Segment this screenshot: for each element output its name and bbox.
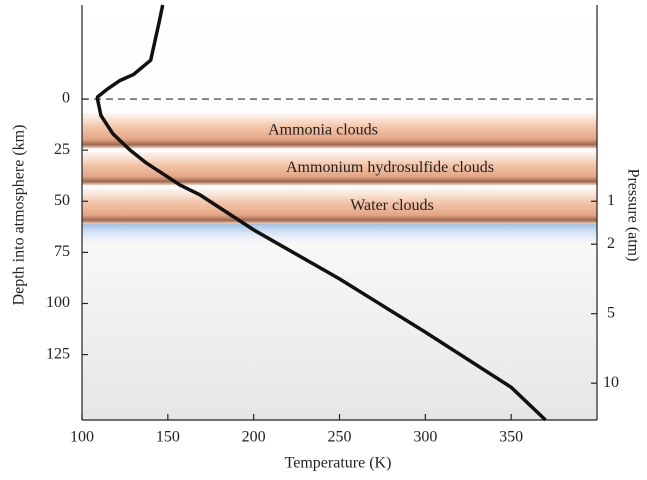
cloud-label: Ammonium hydrosulfide clouds (286, 159, 494, 176)
cloud-band (82, 188, 597, 224)
water-below (82, 223, 597, 246)
x-tick-label: 300 (413, 429, 437, 446)
x-tick-label: 100 (70, 429, 94, 446)
y-axis-label: Depth into atmosphere (km) (11, 125, 28, 306)
y2-axis-label: Pressure (atm) (624, 169, 641, 262)
cloud-band (82, 113, 597, 149)
y-tick-label: 25 (54, 141, 70, 158)
y2-tick-label: 10 (603, 374, 619, 391)
y-tick-label: 75 (54, 243, 70, 260)
x-tick-label: 150 (156, 429, 180, 446)
cloud-label: Water clouds (350, 197, 434, 214)
x-tick-label: 350 (499, 429, 523, 446)
y-tick-label: 125 (46, 345, 70, 362)
y2-tick-label: 2 (607, 235, 615, 252)
temperature-curve (95, 4, 547, 422)
y2-tick-label: 5 (607, 304, 615, 321)
plot: Ammonia clouds Ammonium hydrosulfide clou… (46, 4, 619, 446)
x-tick-label: 200 (242, 429, 266, 446)
y-tick-label: 100 (46, 294, 70, 311)
x-axis-label: Temperature (K) (285, 455, 392, 472)
y-tick-label: 0 (62, 90, 70, 107)
y2-tick-label: 1 (607, 192, 615, 209)
cloud-band (82, 152, 597, 185)
y-tick-label: 50 (54, 192, 70, 209)
x-tick-label: 250 (328, 429, 352, 446)
cloud-label: Ammonia clouds (268, 121, 378, 138)
